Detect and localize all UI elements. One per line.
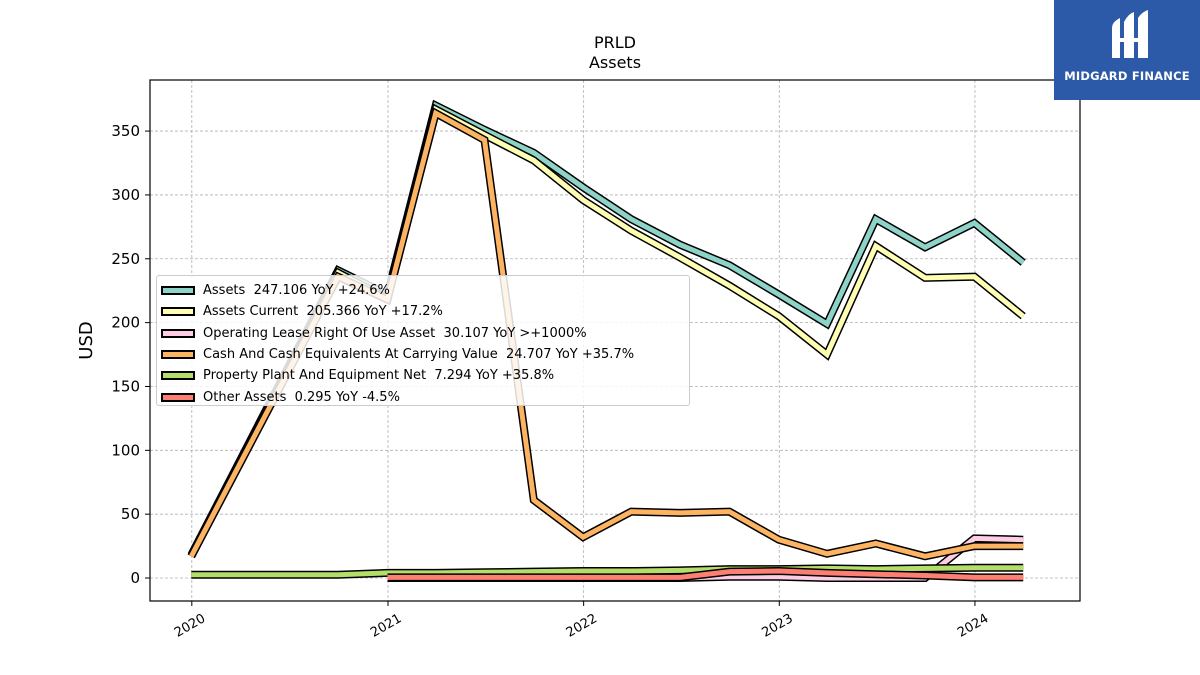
logo-text: MIDGARD FINANCE	[1064, 69, 1190, 83]
legend-swatch	[161, 328, 195, 338]
midgard-finance-logo: MIDGARD FINANCE	[1054, 0, 1200, 100]
legend-label: Other Assets 0.295 YoY -4.5%	[203, 389, 400, 405]
logo-mark-icon	[1112, 10, 1148, 58]
legend-label: Assets Current 205.366 YoY +17.2%	[203, 304, 443, 320]
y-tick-label: 300	[111, 186, 140, 204]
axes-frame	[149, 79, 1081, 602]
x-tick-label: 2024	[955, 611, 991, 641]
legend-label: Operating Lease Right Of Use Asset 30.10…	[203, 325, 587, 341]
legend-item: Cash And Cash Equivalents At Carrying Va…	[157, 344, 689, 365]
legend-swatch	[161, 392, 195, 402]
legend-label: Cash And Cash Equivalents At Carrying Va…	[203, 347, 635, 363]
chart-legend: Assets 247.106 YoY +24.6% Assets Current …	[156, 275, 690, 406]
legend-swatch	[161, 286, 195, 296]
x-tick-label: 2022	[564, 611, 600, 641]
y-tick-label: 50	[121, 505, 140, 523]
chart-subtitle: Assets	[589, 53, 641, 72]
y-axis-label: USD	[76, 321, 97, 359]
legend-swatch	[161, 371, 195, 381]
series-line	[191, 565, 1024, 578]
y-tick-label: 0	[130, 569, 140, 587]
legend-swatch	[161, 350, 195, 360]
series-line	[387, 568, 1024, 580]
chart-title: PRLD	[594, 33, 636, 52]
legend-item: Assets Current 205.366 YoY +17.2%	[157, 301, 689, 322]
legend-item: Operating Lease Right Of Use Asset 30.10…	[157, 323, 689, 344]
x-tick-label: 2023	[759, 611, 795, 641]
legend-item: Other Assets 0.295 YoY -4.5%	[157, 386, 689, 407]
series-line	[189, 109, 1024, 559]
x-tick-label: 2021	[368, 611, 404, 641]
legend-label: Property Plant And Equipment Net 7.294 Y…	[203, 368, 555, 384]
x-tick-label: 2020	[172, 611, 208, 641]
y-tick-label: 100	[111, 441, 140, 459]
y-tick-label: 250	[111, 250, 140, 268]
y-tick-label: 150	[111, 377, 140, 395]
y-tick-label: 200	[111, 314, 140, 332]
y-tick-label: 350	[111, 122, 140, 140]
legend-label: Assets 247.106 YoY +24.6%	[203, 283, 390, 299]
legend-swatch	[161, 307, 195, 317]
legend-item: Assets 247.106 YoY +24.6%	[157, 280, 689, 301]
legend-item: Property Plant And Equipment Net 7.294 Y…	[157, 365, 689, 386]
